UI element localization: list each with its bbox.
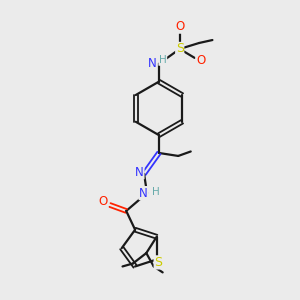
Text: O: O	[99, 195, 108, 208]
Text: N: N	[148, 57, 157, 70]
Text: S: S	[176, 42, 184, 56]
Text: N: N	[139, 187, 148, 200]
Text: H: H	[159, 55, 167, 65]
Text: H: H	[152, 187, 160, 196]
Text: S: S	[154, 256, 162, 269]
Text: O: O	[196, 54, 205, 67]
Text: O: O	[175, 20, 184, 33]
Text: N: N	[135, 166, 144, 179]
